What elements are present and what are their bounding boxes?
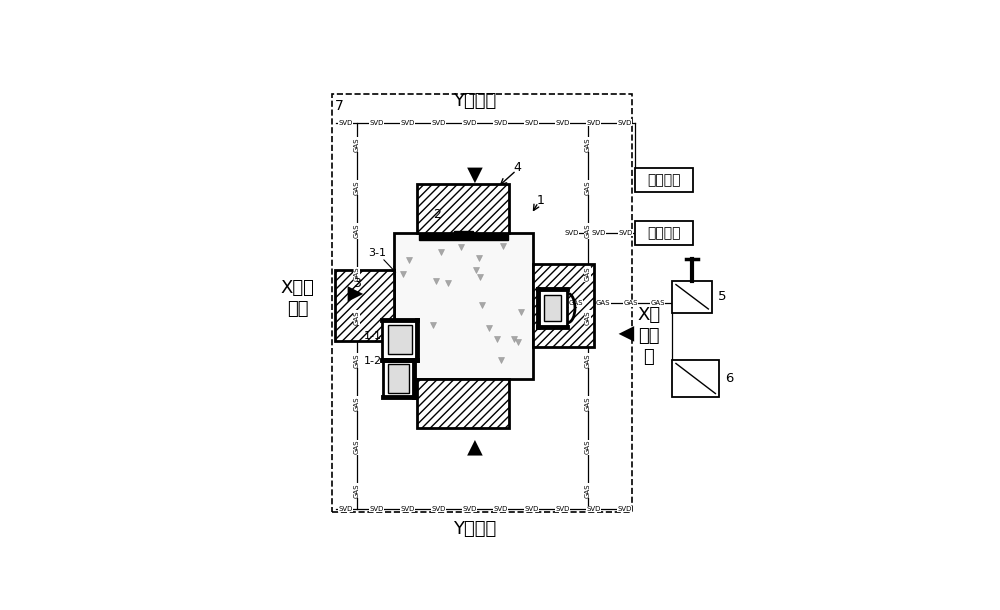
Text: SVD: SVD bbox=[618, 506, 632, 512]
Bar bbox=[533, 264, 594, 347]
Text: SVD: SVD bbox=[618, 120, 632, 126]
Text: GAS: GAS bbox=[650, 300, 665, 306]
Text: 1-2: 1-2 bbox=[364, 356, 382, 365]
Text: 注入流体: 注入流体 bbox=[647, 173, 681, 187]
Text: GAS: GAS bbox=[354, 396, 360, 411]
Text: 7: 7 bbox=[334, 99, 343, 113]
Bar bbox=[388, 364, 409, 393]
Text: GAS: GAS bbox=[354, 310, 360, 325]
Text: SVD: SVD bbox=[432, 506, 446, 512]
Text: SVD: SVD bbox=[432, 120, 446, 126]
Text: 流体回流: 流体回流 bbox=[647, 226, 681, 240]
Text: GAS: GAS bbox=[354, 181, 360, 195]
Text: GAS: GAS bbox=[354, 267, 360, 281]
Text: GAS: GAS bbox=[678, 300, 692, 306]
Bar bbox=[394, 233, 533, 378]
Text: GAS: GAS bbox=[585, 396, 591, 411]
Bar bbox=[672, 281, 712, 313]
Text: GAS: GAS bbox=[585, 181, 591, 195]
Text: Y向压力: Y向压力 bbox=[453, 92, 497, 110]
Text: GAS: GAS bbox=[354, 137, 360, 152]
Text: 2: 2 bbox=[433, 207, 441, 221]
Text: GAS: GAS bbox=[569, 300, 583, 306]
Text: SVD: SVD bbox=[339, 506, 353, 512]
Text: GAS: GAS bbox=[585, 137, 591, 152]
Bar bbox=[635, 221, 693, 245]
Bar bbox=[335, 270, 394, 341]
Text: SVD: SVD bbox=[525, 506, 539, 512]
Text: SVD: SVD bbox=[494, 120, 508, 126]
Text: SVD: SVD bbox=[401, 120, 415, 126]
Bar bbox=[454, 231, 473, 234]
Text: SVD: SVD bbox=[525, 120, 539, 126]
Bar bbox=[672, 360, 719, 397]
Bar bbox=[544, 295, 561, 321]
Text: GAS: GAS bbox=[585, 353, 591, 368]
Text: GAS: GAS bbox=[585, 310, 591, 325]
Text: SVD: SVD bbox=[339, 120, 353, 126]
Bar bbox=[538, 289, 567, 327]
Text: SVD: SVD bbox=[463, 120, 477, 126]
Text: GAS: GAS bbox=[585, 224, 591, 239]
Bar bbox=[382, 320, 417, 360]
Text: SVD: SVD bbox=[587, 506, 601, 512]
Text: SVD: SVD bbox=[556, 120, 570, 126]
Text: SVD: SVD bbox=[556, 506, 570, 512]
Text: 6: 6 bbox=[725, 372, 733, 385]
Bar bbox=[635, 168, 693, 192]
Text: 5: 5 bbox=[718, 290, 726, 303]
Text: 3: 3 bbox=[354, 277, 361, 290]
Text: SVD: SVD bbox=[370, 506, 384, 512]
Text: 4: 4 bbox=[513, 160, 521, 174]
Text: X向剪
切力: X向剪 切力 bbox=[280, 279, 314, 318]
Text: GAS: GAS bbox=[585, 267, 591, 281]
Text: GAS: GAS bbox=[354, 440, 360, 454]
Bar bbox=[388, 325, 412, 354]
Text: 3-1: 3-1 bbox=[368, 248, 386, 258]
Bar bbox=[332, 95, 632, 512]
Bar bbox=[417, 378, 509, 428]
Text: 1: 1 bbox=[537, 193, 545, 207]
Text: X向
剪切
力: X向 剪切 力 bbox=[637, 306, 660, 366]
Text: SVD: SVD bbox=[619, 230, 633, 236]
Bar bbox=[417, 184, 509, 233]
Text: SVD: SVD bbox=[494, 506, 508, 512]
Text: Y向压力: Y向压力 bbox=[453, 520, 497, 538]
Bar bbox=[419, 234, 508, 240]
Text: SVD: SVD bbox=[463, 506, 477, 512]
Text: SVD: SVD bbox=[591, 230, 606, 236]
Text: GAS: GAS bbox=[585, 440, 591, 454]
Text: 1-1: 1-1 bbox=[364, 331, 382, 341]
Text: SVD: SVD bbox=[587, 120, 601, 126]
Text: GAS: GAS bbox=[623, 300, 638, 306]
Text: SVD: SVD bbox=[401, 506, 415, 512]
Text: SVD: SVD bbox=[370, 120, 384, 126]
Text: SVD: SVD bbox=[564, 230, 578, 236]
Text: GAS: GAS bbox=[585, 483, 591, 498]
Text: GAS: GAS bbox=[596, 300, 610, 306]
Text: GAS: GAS bbox=[354, 224, 360, 239]
Text: GAS: GAS bbox=[354, 483, 360, 498]
Bar bbox=[383, 360, 414, 397]
Text: GAS: GAS bbox=[354, 353, 360, 368]
